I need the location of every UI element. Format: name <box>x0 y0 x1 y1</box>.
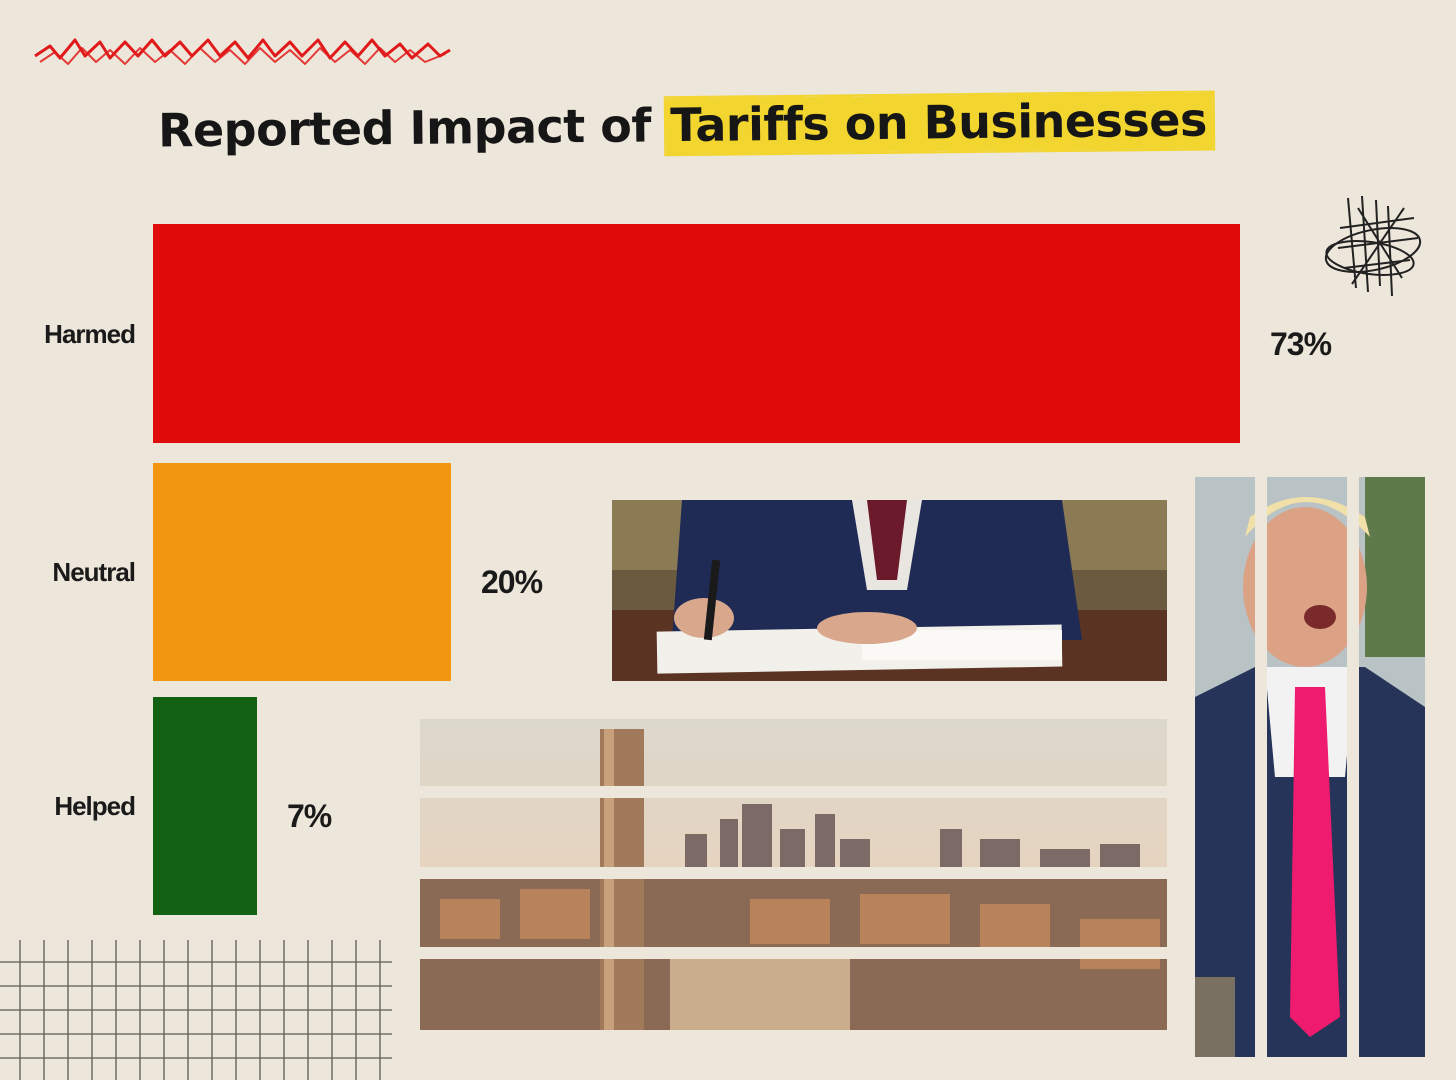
category-label-harmed: Harmed <box>44 318 136 349</box>
category-label-neutral: Neutral <box>52 557 136 587</box>
black-scribble <box>1324 195 1422 297</box>
title-highlight: Tariffs on Businesses <box>666 92 1214 155</box>
red-scribble <box>34 38 451 65</box>
bar-helped <box>153 697 257 915</box>
city-skyline-photo <box>420 719 1167 1030</box>
bar-neutral <box>153 463 451 681</box>
bar-harmed <box>153 224 1240 443</box>
speaker-portrait-photo <box>1195 477 1425 1057</box>
category-label-helped: Helped <box>54 791 136 821</box>
desk-signing-photo <box>612 500 1167 681</box>
title-text: Reported Impact of <box>157 98 667 158</box>
chart-title: Reported Impact of Tariffs on Businesses <box>157 92 1214 158</box>
value-label-neutral: 20% <box>481 564 543 600</box>
value-label-harmed: 73% <box>1270 325 1332 362</box>
value-label-helped: 7% <box>287 798 332 834</box>
grid-pattern <box>0 940 392 1080</box>
